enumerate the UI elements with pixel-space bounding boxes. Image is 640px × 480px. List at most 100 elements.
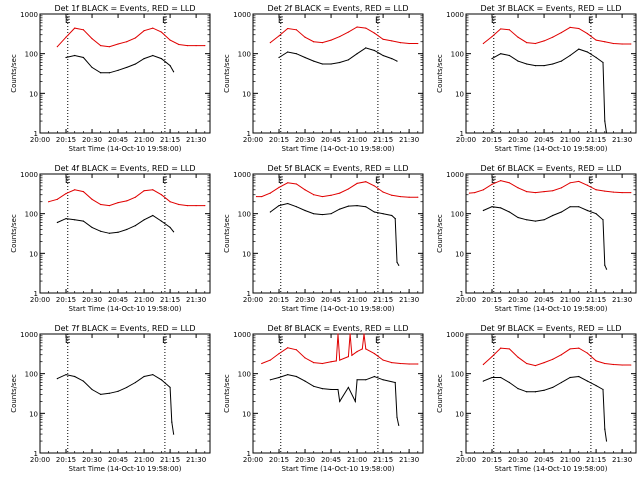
x-tick-label: 20:30 [82,136,102,144]
series-point [126,228,128,231]
series-point [287,202,289,205]
series-point [74,219,76,221]
series-point [330,213,332,215]
series-point [604,264,606,266]
series-point [602,61,604,64]
series-point [171,421,173,423]
series-point [134,37,137,39]
series-point [339,192,341,194]
plot-frame [39,13,211,134]
series-point [169,386,171,389]
series-point [394,218,396,220]
x-tick-label: 21:30 [186,456,206,464]
series-point [578,206,580,208]
series-point [396,60,398,62]
series-point [339,208,341,210]
series-point [335,360,337,362]
y-tick-label: 100 [238,371,251,379]
x-tick-label: 21:15 [586,136,606,144]
series-point [508,348,510,350]
series-point [373,375,376,378]
series-point [534,391,536,393]
series-line [65,54,175,74]
x-tick-label: 20:15 [269,296,289,304]
series-point [482,209,484,212]
series-point [543,389,545,391]
series-point [313,60,315,62]
series-point [126,66,128,69]
y-tick-label: 100 [25,51,38,59]
series-point [100,203,102,206]
y-axis-label: Counts/sec [223,214,231,253]
series-point [595,39,597,41]
y-tick-label: 1 [34,450,38,458]
series-point [126,386,128,389]
series-point [74,375,76,378]
series-point [586,380,589,382]
series-point [82,220,84,222]
x-tick-label: 20:45 [108,136,128,144]
x-tick-label: 20:00 [243,136,263,144]
series-point [595,385,597,387]
series-point [351,354,353,356]
series-point [482,189,484,191]
y-tick-label: 1000 [233,331,251,339]
series-point [108,392,110,394]
x-tick-label: 20:00 [243,296,263,304]
series-point [391,214,393,217]
y-tick-label: 10 [242,90,251,98]
series-point [330,39,332,41]
series-point [82,56,84,59]
x-tick-label: 21:30 [186,296,206,304]
series-point [74,27,76,29]
series-point [621,43,623,45]
series-line [57,214,174,234]
series-point [363,333,365,335]
y-tick-label: 10 [242,250,251,258]
x-tick-label: 21:00 [560,456,580,464]
series-point [278,204,280,207]
series-point [578,347,580,349]
chart-panel-1: Det 1f BLACK = Events, RED = LLD 20:00 20:… [10,4,211,153]
y-axis-label: Counts/sec [10,374,18,413]
series-point [612,191,615,193]
series-point [543,191,545,193]
series-point [100,230,102,232]
series-point [354,400,356,402]
series-point [337,333,339,335]
series-point [304,36,306,38]
series-point [304,209,306,212]
series-point [117,69,119,71]
series-point [604,428,606,430]
y-tick-label: 1 [34,130,38,138]
series-line [270,202,400,266]
series-point [408,196,410,198]
series-point [169,39,171,41]
series-point [586,209,589,212]
series-point [508,182,510,184]
chart-panel-3: Det 3f BLACK = Events, RED = LLD 20:00 20:… [436,4,637,153]
y-tick-label: 1 [34,290,38,298]
x-tick-label: 21:15 [373,456,393,464]
chart-panel-5: Det 5f BLACK = Events, RED = LLD 20:00 20:… [223,164,424,313]
series-point [255,195,258,198]
series-point [373,32,376,34]
event-marker-label: E [375,176,381,186]
x-tick-label: 20:15 [482,456,502,464]
series-point [74,54,76,57]
series-point [143,58,145,60]
y-axis-label: Counts/sec [436,214,444,253]
x-tick-label: 20:30 [295,456,315,464]
series-point [330,388,332,391]
series-point [160,194,163,196]
series-point [321,213,323,216]
x-tick-label: 21:00 [347,136,367,144]
y-tick-label: 1000 [446,331,464,339]
series-point [560,187,563,189]
series-point [605,268,608,270]
series-point [382,191,384,193]
series-point [500,347,502,349]
event-marker-label: E [65,336,71,346]
series-point [408,363,410,365]
series-point [394,381,396,384]
